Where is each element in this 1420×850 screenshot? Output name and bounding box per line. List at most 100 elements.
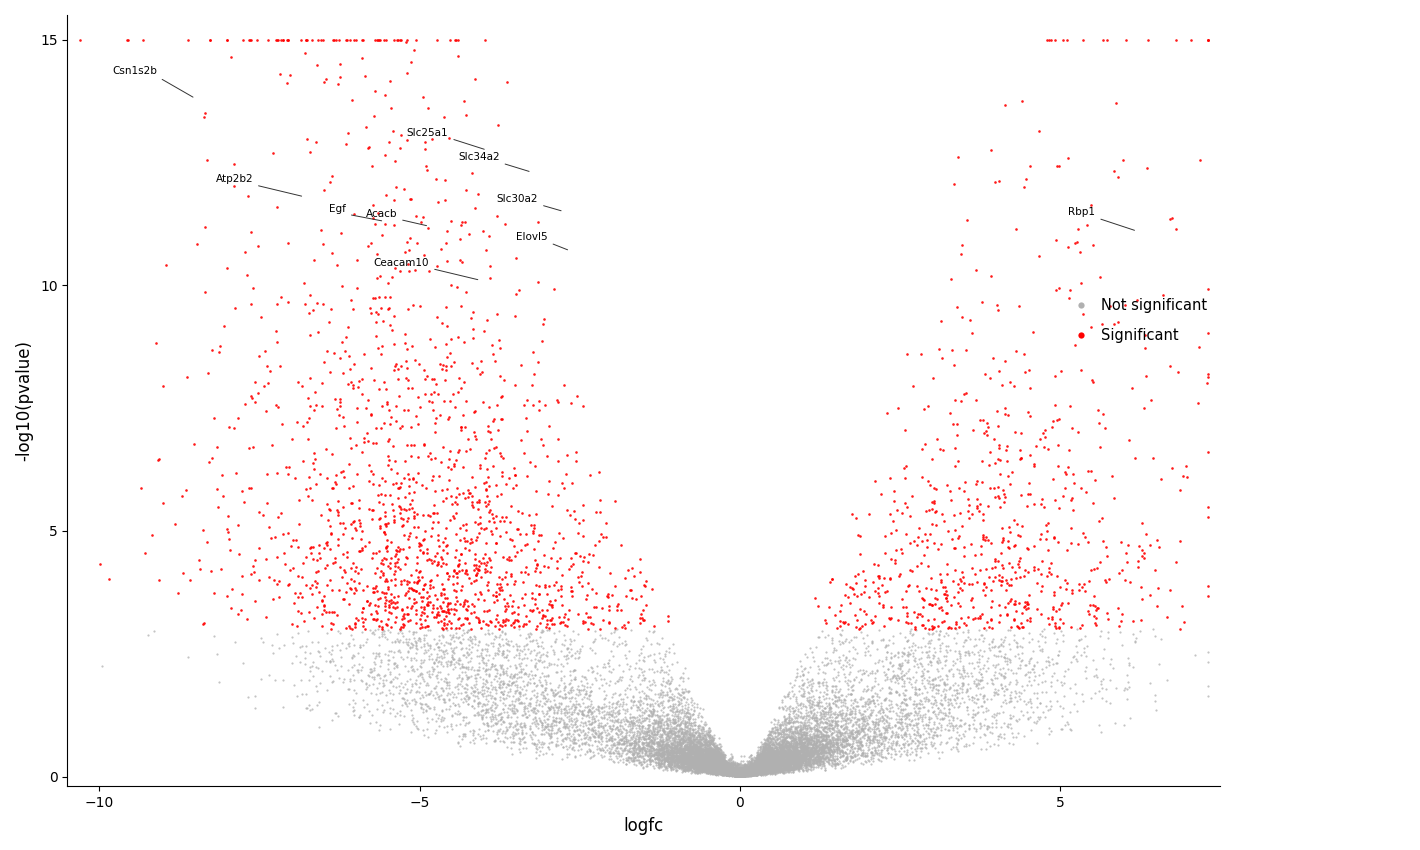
Point (656, 728, 679, 742)
Point (469, 613, 491, 626)
Point (797, 694, 819, 708)
Point (821, 730, 843, 744)
Point (706, 745, 728, 759)
Point (814, 740, 836, 753)
Point (761, 758, 784, 772)
Point (873, 725, 896, 739)
Point (364, 598, 386, 611)
Point (772, 756, 795, 770)
Point (761, 746, 784, 760)
Point (462, 722, 484, 736)
Point (540, 720, 562, 734)
Point (764, 761, 787, 774)
Point (815, 681, 838, 694)
Point (853, 579, 876, 592)
Point (1007, 299, 1030, 313)
Point (757, 757, 780, 771)
Point (246, 33, 268, 47)
Point (639, 754, 662, 768)
Point (754, 756, 777, 770)
Point (754, 744, 777, 757)
Point (822, 738, 845, 751)
Point (738, 757, 761, 771)
Point (861, 705, 883, 718)
Point (754, 763, 777, 777)
Point (692, 754, 714, 768)
Point (814, 740, 836, 754)
Point (768, 752, 791, 766)
Point (802, 722, 825, 735)
Point (765, 747, 788, 761)
Point (713, 761, 736, 774)
Point (741, 760, 764, 774)
Point (792, 727, 815, 740)
Point (811, 734, 834, 747)
Point (680, 749, 703, 762)
Point (338, 597, 361, 610)
Point (399, 497, 422, 511)
Point (417, 730, 440, 744)
Point (826, 668, 849, 682)
Point (706, 764, 728, 778)
Point (932, 684, 954, 698)
Point (791, 728, 814, 742)
Point (919, 637, 941, 650)
Point (717, 766, 740, 779)
Point (378, 653, 400, 666)
Point (680, 728, 703, 741)
Point (937, 664, 960, 677)
Point (656, 754, 679, 768)
Point (734, 767, 757, 780)
Point (383, 596, 406, 609)
Point (383, 656, 406, 670)
Point (780, 738, 802, 751)
Point (869, 683, 892, 697)
Point (743, 761, 765, 774)
Point (571, 706, 594, 720)
Point (900, 677, 923, 690)
Point (405, 695, 427, 709)
Point (853, 700, 876, 713)
Point (750, 745, 772, 759)
Point (720, 756, 743, 769)
Point (825, 680, 848, 694)
Point (545, 665, 568, 678)
Point (454, 693, 477, 706)
Point (648, 738, 670, 751)
Point (744, 764, 767, 778)
Point (649, 740, 672, 753)
Point (696, 728, 719, 741)
Point (689, 758, 711, 772)
Point (518, 631, 541, 644)
Point (673, 723, 696, 737)
Point (812, 707, 835, 721)
Point (598, 664, 621, 677)
Point (728, 768, 751, 781)
Point (443, 564, 466, 577)
Point (711, 752, 734, 766)
Point (321, 617, 344, 631)
Point (683, 740, 706, 754)
Point (709, 737, 731, 751)
Point (682, 736, 704, 750)
Point (657, 751, 680, 764)
Point (571, 711, 594, 725)
Point (737, 765, 760, 779)
Point (714, 767, 737, 780)
Point (1022, 539, 1045, 552)
Point (562, 632, 585, 646)
Point (514, 617, 537, 631)
Point (721, 768, 744, 782)
Point (993, 684, 1015, 698)
Point (676, 759, 699, 773)
Point (897, 640, 920, 654)
Point (726, 769, 748, 783)
Point (770, 763, 792, 777)
Point (709, 750, 731, 763)
Point (738, 765, 761, 779)
Point (558, 691, 581, 705)
Point (366, 561, 389, 575)
Point (483, 629, 506, 643)
Point (721, 762, 744, 775)
Point (711, 754, 734, 768)
